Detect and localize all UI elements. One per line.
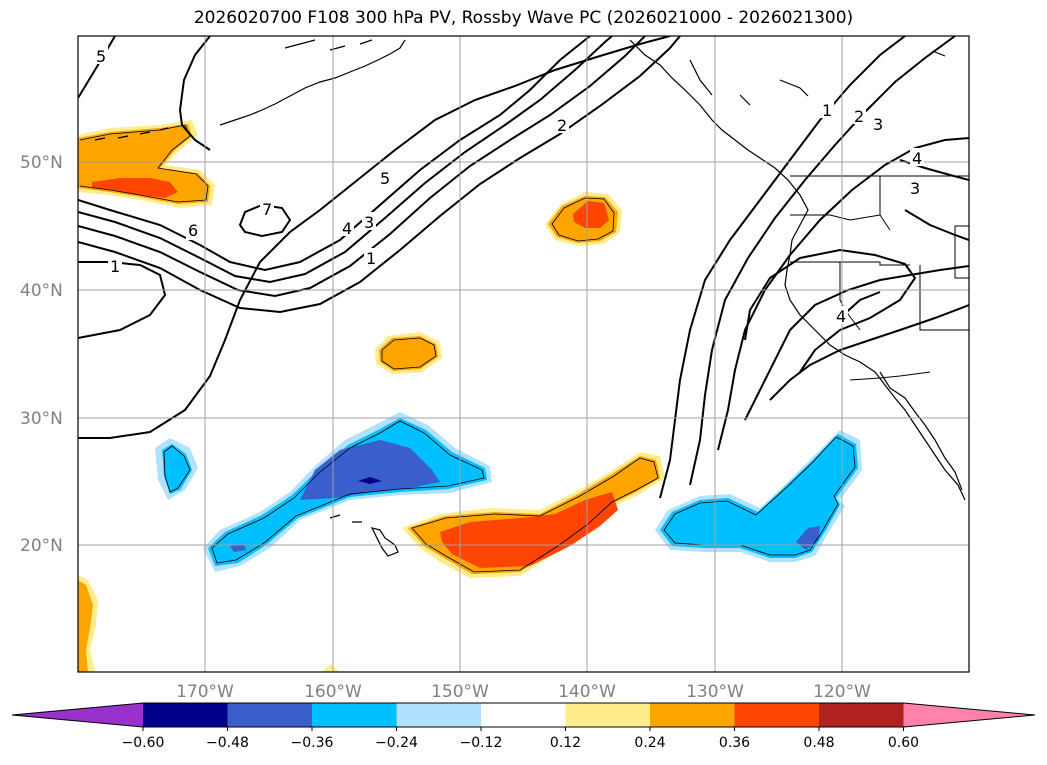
contour-labels: 5 7 6 4 3 1 5 2 1 2 3 4 3 4 (94, 46, 924, 326)
contour-label: 6 (188, 221, 198, 240)
lon-label: 140°W (558, 682, 616, 702)
colorbar-segment (819, 703, 904, 727)
lon-label: 160°W (304, 682, 362, 702)
colorbar-segment (565, 703, 651, 727)
colorbar-segment (396, 703, 482, 727)
colorbar-segment (650, 703, 735, 727)
colorbar: −0.60 −0.48 −0.36 −0.24 −0.12 0.12 0.24 0.36 0.4… (11, 702, 1036, 751)
contour-label: 3 (364, 213, 374, 232)
lon-label: 170°W (176, 682, 234, 702)
colorbar-tick-label: 0.60 (888, 735, 919, 751)
contour-label: 7 (262, 200, 272, 219)
contour-label: 3 (910, 179, 920, 198)
colorbar-tick-label: −0.48 (206, 735, 249, 751)
latitude-labels: 50°N 40°N 30°N 20°N (20, 153, 63, 556)
colorbar-tick-label: −0.12 (460, 735, 503, 751)
colorbar-extend-max (903, 703, 1035, 727)
contour-label: 2 (854, 107, 864, 126)
contour-label: 5 (96, 47, 106, 66)
lat-label: 20°N (20, 536, 63, 556)
contour-label: 2 (557, 116, 567, 135)
lon-label: 130°W (686, 682, 744, 702)
contour-label: 5 (380, 169, 390, 188)
colorbar-extend-min (12, 703, 143, 727)
coastlines (94, 39, 966, 557)
contour-label: 4 (342, 219, 352, 238)
contour-label: 1 (366, 249, 376, 268)
lon-label: 150°W (431, 682, 489, 702)
colorbar-segment (227, 703, 313, 727)
contour-label: 3 (873, 115, 883, 134)
contour-label: 4 (836, 307, 846, 326)
colorbar-segment (734, 703, 820, 727)
colorbar-tick-label: 0.48 (803, 735, 834, 751)
colorbar-tick-label: 0.24 (634, 735, 665, 751)
colorbar-tick-label: −0.36 (291, 735, 334, 751)
lat-label: 40°N (20, 281, 63, 301)
lon-label: 120°W (813, 682, 871, 702)
colorbar-segment (143, 703, 228, 727)
colorbar-segment (312, 703, 397, 727)
lat-label: 30°N (20, 409, 63, 429)
colorbar-tick-label: −0.60 (122, 735, 165, 751)
longitude-labels: 170°W 160°W 150°W 140°W 130°W 120°W (176, 682, 871, 702)
map-title: 2026020700 F108 300 hPa PV, Rossby Wave … (193, 8, 854, 28)
colorbar-tick-label: −0.24 (375, 735, 418, 751)
contour-label: 1 (822, 101, 832, 120)
contour-label: 1 (110, 257, 120, 276)
colorbar-tick-label: 0.36 (719, 735, 750, 751)
colorbar-segment (481, 703, 566, 727)
pv-anomaly-shading (78, 120, 862, 672)
map-frame (77, 35, 970, 673)
graticule (78, 36, 969, 672)
lat-label: 50°N (20, 153, 63, 173)
colorbar-tick-label: 0.12 (550, 735, 581, 751)
contour-label: 4 (912, 149, 922, 168)
